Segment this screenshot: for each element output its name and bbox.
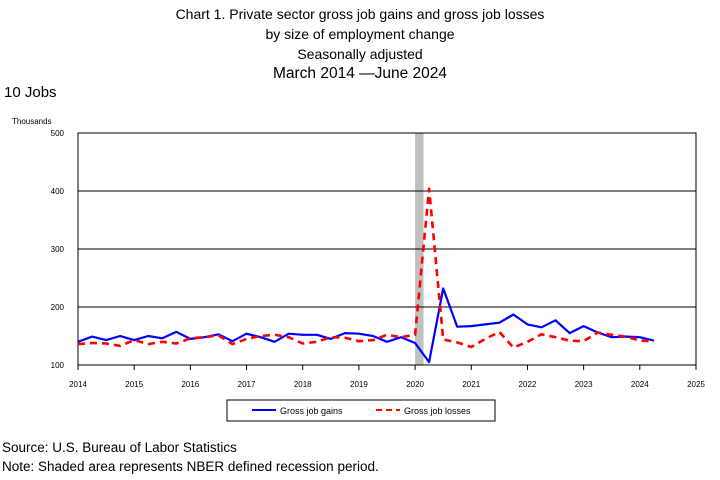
legend-gains-label: Gross job gains — [280, 406, 343, 416]
source-note: Source: U.S. Bureau of Labor Statistics — [2, 440, 237, 455]
title-line-3: Seasonally adjusted — [297, 46, 423, 62]
x-tick-label-2024: 2024 — [631, 380, 649, 389]
losses-line — [77, 187, 654, 349]
x-tick-label-2016: 2016 — [181, 380, 199, 389]
legend-losses-label: Gross job losses — [404, 406, 471, 416]
y-axis-units: Thousands — [12, 117, 52, 126]
x-tick-label-2014: 2014 — [69, 380, 87, 389]
y-tick-label-400: 400 — [51, 187, 65, 196]
legend-box — [226, 399, 496, 422]
x-axis: 2014 2015 2016 2017 2018 2019 2020 2021 2022 2023… — [69, 365, 705, 389]
gridlines — [78, 132, 696, 366]
x-tick-label-2021: 2021 — [462, 380, 480, 389]
gains-line — [77, 287, 655, 364]
x-tick-label-2015: 2015 — [125, 380, 143, 389]
y-axis: 100 200 300 400 500 — [51, 129, 65, 370]
y-tick-label-300: 300 — [51, 245, 65, 254]
x-tick-label-2023: 2023 — [575, 380, 593, 389]
x-tick-label-2020: 2020 — [406, 380, 424, 389]
x-tick-label-2019: 2019 — [350, 380, 368, 389]
title-line-1: Chart 1. Private sector gross job gains … — [175, 6, 545, 22]
recession-note: Note: Shaded area represents NBER define… — [2, 459, 379, 474]
chart-subtitle: 10 Jobs — [4, 84, 57, 101]
legend: Gross job gains Gross job losses — [226, 399, 496, 422]
chart-title: Chart 1. Private sector gross job gains … — [0, 4, 720, 84]
y-tick-label-500: 500 — [51, 129, 65, 138]
x-tick-label-2018: 2018 — [294, 380, 312, 389]
title-line-2: by size of employment change — [265, 26, 455, 42]
x-tick-label-2017: 2017 — [238, 380, 256, 389]
plot-frame — [77, 132, 697, 366]
series-lines — [77, 187, 655, 364]
x-tick-label-2025: 2025 — [687, 380, 705, 389]
y-tick-label-200: 200 — [51, 303, 65, 312]
y-tick-label-100: 100 — [51, 361, 65, 370]
title-line-4: March 2014 —June 2024 — [272, 65, 448, 82]
x-tick-label-2022: 2022 — [519, 380, 537, 389]
